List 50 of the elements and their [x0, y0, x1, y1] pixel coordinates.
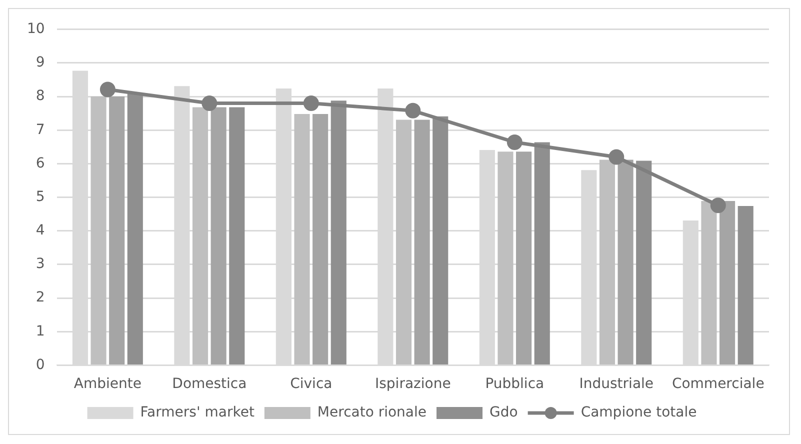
x-tick-label: Ispirazione [374, 376, 451, 392]
point [506, 134, 522, 150]
y-tick-label: 1 [36, 323, 45, 340]
bar [396, 120, 412, 364]
bar [294, 114, 310, 364]
y-tick-label: 2 [36, 290, 45, 306]
bar [516, 152, 532, 364]
bar [738, 206, 754, 364]
y-tick-label: 8 [36, 88, 45, 104]
point [608, 149, 624, 165]
bar [312, 114, 328, 364]
bar [210, 107, 226, 364]
point [710, 198, 726, 214]
bar [90, 96, 106, 364]
y-tick-label: 6 [36, 155, 45, 172]
bar [618, 160, 634, 364]
bar [534, 142, 550, 364]
point [100, 82, 116, 98]
bar [192, 107, 208, 364]
bar [720, 200, 736, 364]
y-tick-label: 4 [36, 222, 45, 239]
bar [599, 160, 616, 364]
bar [636, 160, 652, 364]
legend-label: Mercato rionale [317, 404, 427, 421]
y-tick-label: 5 [36, 188, 45, 205]
y-tick-label: 0 [36, 356, 45, 373]
bar [229, 107, 245, 364]
point [303, 96, 319, 112]
x-tick-label: Civica [290, 376, 332, 392]
point [202, 96, 218, 112]
x-tick-label: Industriale [579, 376, 654, 392]
legend-label: Gdo [490, 404, 518, 421]
x-tick-label: Ambiente [74, 376, 142, 392]
bar [498, 152, 514, 364]
y-tick-label: 3 [36, 256, 45, 272]
point [405, 102, 421, 118]
x-tick-label: Commerciale [672, 376, 764, 392]
bar [109, 96, 125, 364]
bar [127, 94, 143, 364]
y-tick-label: 9 [36, 54, 45, 71]
bar [432, 116, 448, 364]
legend-label: Farmers' market [140, 404, 255, 421]
legend-label: Campione totale [580, 404, 697, 421]
y-tick-label: 10 [26, 21, 45, 38]
bar [701, 200, 717, 364]
bar [330, 100, 346, 364]
x-tick-label: Domestica [172, 376, 247, 392]
x-tick-label: Pubblica [485, 376, 544, 392]
y-tick-label: 7 [36, 122, 45, 138]
bar [414, 120, 430, 364]
